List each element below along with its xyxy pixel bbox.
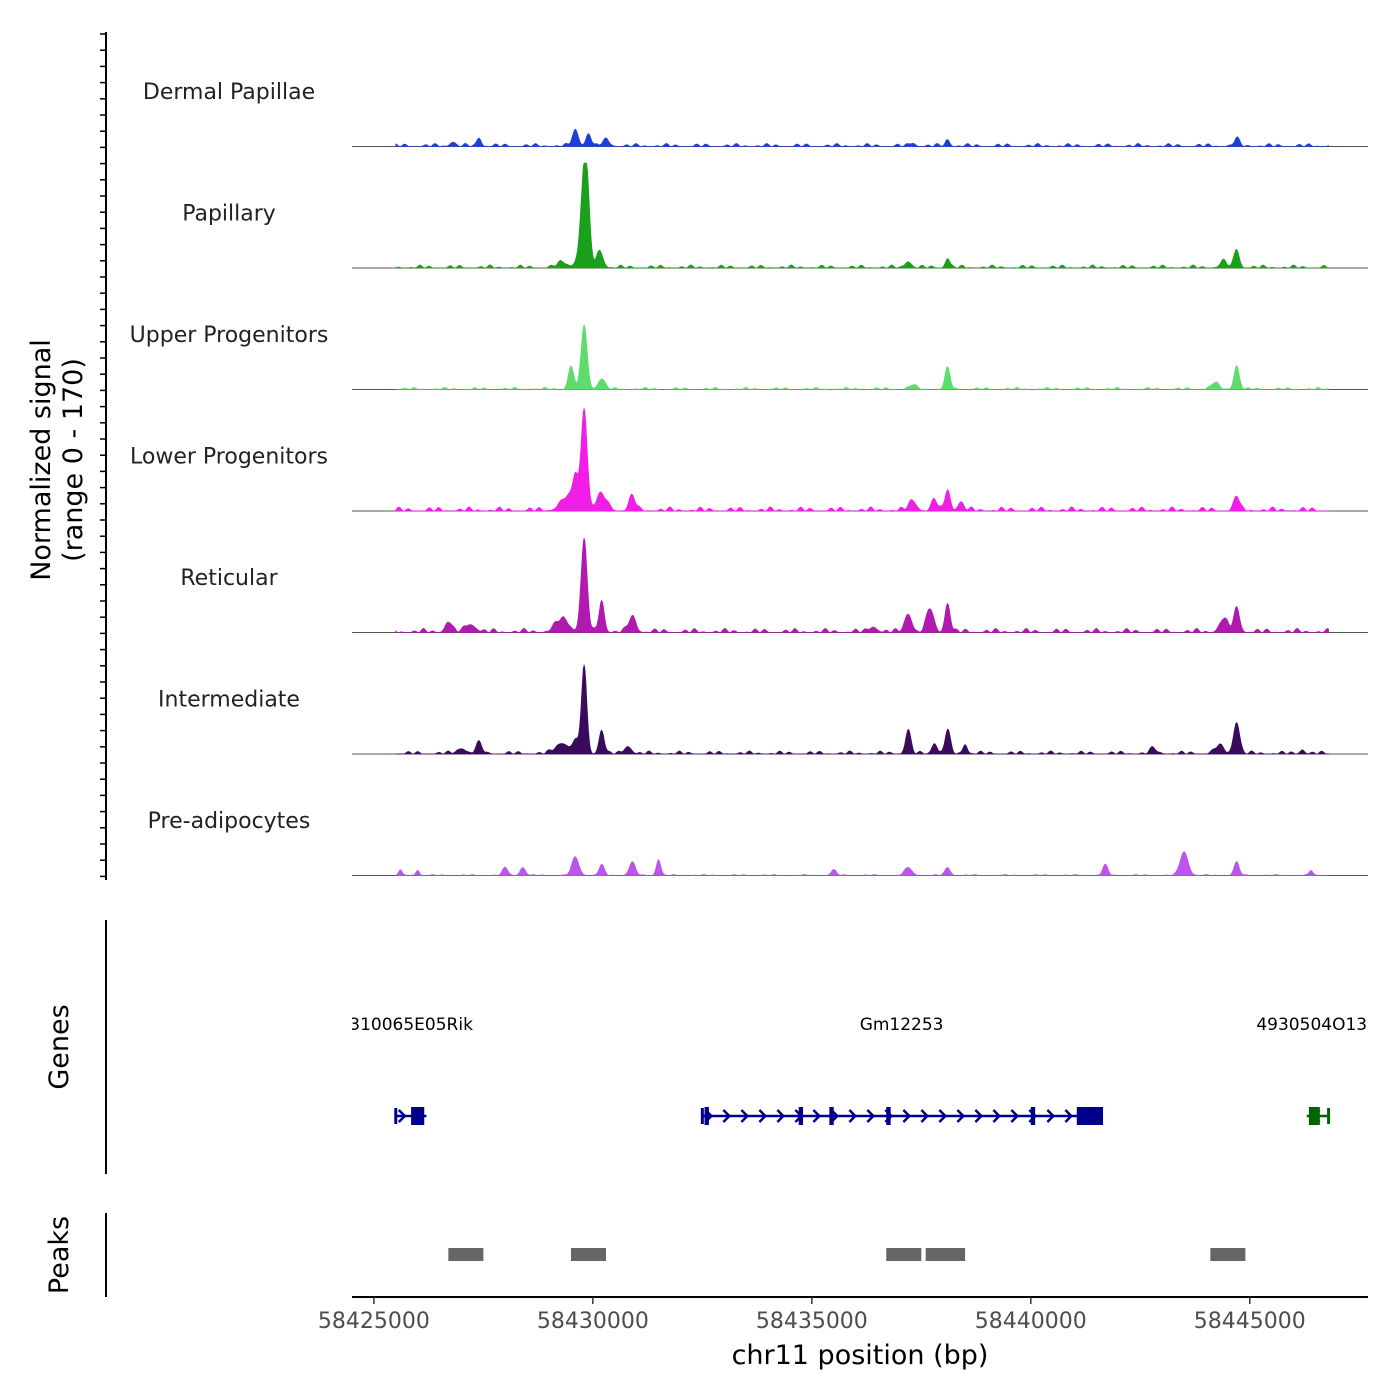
- x-axis-title: chr11 position (bp): [732, 1340, 989, 1371]
- strand-chevron: [812, 1109, 822, 1123]
- signal-track-1: Papillary: [182, 162, 1368, 269]
- signal-track-6: Pre-adipocytes: [148, 809, 1368, 876]
- peak-1: [570, 1248, 606, 1261]
- signal-axis-title-line1: Normalized signal: [26, 339, 57, 581]
- genes-track: 310065E05Rik Gm12253 4930504O13R: [105, 920, 1379, 1174]
- strand-chevron: [1064, 1109, 1074, 1123]
- track-label: Lower Progenitors: [130, 445, 328, 470]
- exon-block: [704, 1107, 709, 1125]
- strand-chevron: [938, 1109, 948, 1123]
- exon-block: [1030, 1107, 1036, 1125]
- track-label: Pre-adipocytes: [148, 809, 311, 834]
- strand-chevron: [902, 1109, 912, 1123]
- x-tick-label: 58435000: [756, 1309, 868, 1334]
- strand-chevron: [397, 1109, 407, 1123]
- strand-chevron: [974, 1109, 984, 1123]
- strand-chevron: [848, 1109, 858, 1123]
- strand-chevron: [740, 1109, 750, 1123]
- strand-chevron: [866, 1109, 876, 1123]
- gene-label: 310065E05Rik: [349, 1015, 473, 1035]
- signal-track-3: Lower Progenitors: [130, 408, 1368, 512]
- x-axis: 58425000 58430000 58435000 58440000 58445000: [318, 1296, 1368, 1334]
- x-tick-label: 58440000: [975, 1309, 1087, 1334]
- peak-0: [448, 1248, 484, 1261]
- x-tick-label: 58445000: [1194, 1309, 1306, 1334]
- signal-axis: [100, 32, 107, 880]
- gene-2: 4930504O13R: [1256, 1015, 1379, 1125]
- track-label: Intermediate: [158, 688, 300, 713]
- signal-area: [395, 851, 1329, 876]
- track-label: Papillary: [182, 202, 276, 227]
- strand-chevron: [722, 1109, 732, 1123]
- track-label: Reticular: [180, 566, 278, 591]
- peaks-axis-title: Peaks: [44, 1216, 75, 1294]
- strand-chevron: [992, 1109, 1002, 1123]
- gene-label: Gm12253: [860, 1015, 944, 1035]
- signal-axis-title-line2: (range 0 - 170): [58, 358, 89, 562]
- strand-chevron: [920, 1109, 930, 1123]
- peak-2: [886, 1248, 922, 1261]
- strand-chevron: [776, 1109, 786, 1123]
- genes-axis-title: Genes: [44, 1004, 75, 1089]
- strand-chevron: [956, 1109, 966, 1123]
- x-tick-label: 58430000: [537, 1309, 649, 1334]
- signal-area: [395, 537, 1329, 633]
- gene-1: Gm12253: [700, 1015, 1104, 1125]
- exon-block: [1308, 1107, 1320, 1125]
- exon-block: [829, 1107, 834, 1125]
- gene-label: 4930504O13R: [1256, 1015, 1379, 1035]
- signal-track-5: Intermediate: [158, 664, 1368, 755]
- strand-chevron: [1010, 1109, 1020, 1123]
- signal-area: [395, 323, 1329, 390]
- track-label: Dermal Papillae: [143, 80, 315, 105]
- signal-track-0: Dermal Papillae: [143, 80, 1368, 147]
- peak-3: [925, 1248, 966, 1261]
- x-tick-label: 58425000: [318, 1309, 430, 1334]
- exon-block: [798, 1107, 804, 1125]
- signal-tracks: Dermal Papillae Papillary Upper Progenitor…: [130, 80, 1368, 876]
- signal-area: [395, 664, 1329, 755]
- exon-block: [886, 1107, 891, 1125]
- track-label: Upper Progenitors: [130, 323, 329, 348]
- signal-area: [395, 408, 1329, 512]
- peak-4: [1210, 1248, 1246, 1261]
- gene-0: 310065E05Rik: [349, 1015, 473, 1125]
- signal-area: [395, 162, 1329, 269]
- strand-chevron: [758, 1109, 768, 1123]
- peaks-track: [105, 1213, 1246, 1297]
- strand-chevron: [1046, 1109, 1056, 1123]
- signal-track-2: Upper Progenitors: [130, 323, 1368, 390]
- signal-area: [395, 128, 1329, 147]
- exon-block: [1076, 1107, 1104, 1125]
- exon-block: [411, 1107, 425, 1125]
- signal-track-4: Reticular: [180, 537, 1368, 633]
